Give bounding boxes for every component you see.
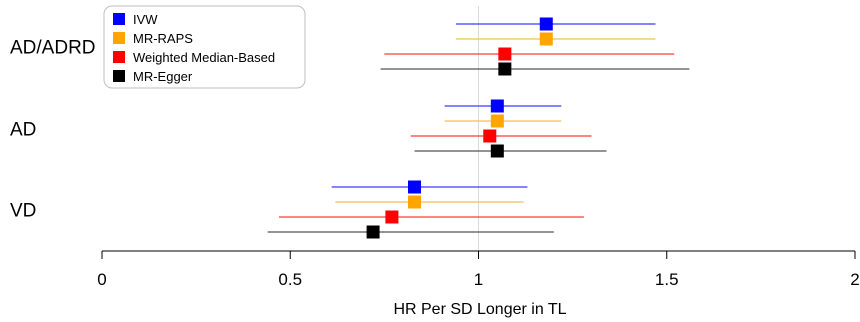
point-estimate-marker (498, 47, 512, 61)
legend-swatch (113, 51, 125, 63)
x-tick-label: 0.5 (278, 270, 302, 289)
x-axis: 0 0.5 1 1.5 2 (97, 250, 860, 289)
x-tick-label: 1.5 (655, 270, 679, 289)
point-estimate-marker (483, 129, 497, 143)
x-axis-title: HR Per SD Longer in TL (393, 301, 566, 318)
legend-swatch (113, 32, 125, 44)
point-estimate-marker (407, 195, 421, 209)
point-estimate-marker (490, 114, 504, 128)
legend-label: Weighted Median-Based (133, 50, 275, 65)
x-tick-label: 1 (474, 270, 483, 289)
legend-label: MR-Egger (133, 69, 193, 84)
legend-box (103, 5, 306, 89)
legend-label: IVW (133, 12, 158, 27)
point-estimate-marker (539, 17, 553, 31)
estimates-layer (267, 17, 690, 239)
category-label: AD/ADRD (10, 38, 96, 59)
legend-swatch (113, 70, 125, 82)
point-estimate-marker (385, 210, 399, 224)
point-estimate-marker (498, 62, 512, 76)
legend-swatch (113, 13, 125, 25)
x-tick-label: 0 (97, 270, 106, 289)
legend-label: MR-RAPS (133, 31, 193, 46)
x-tick-label: 2 (850, 270, 859, 289)
category-label: VD (10, 201, 36, 222)
legend: IVW MR-RAPS Weighted Median-Based MR-Egger (103, 5, 306, 89)
point-estimate-marker (490, 99, 504, 113)
category-label: AD (10, 120, 36, 141)
category-labels: AD/ADRD AD VD (10, 38, 96, 222)
point-estimate-marker (366, 225, 380, 239)
point-estimate-marker (407, 180, 421, 194)
point-estimate-marker (490, 144, 504, 158)
point-estimate-marker (539, 32, 553, 46)
